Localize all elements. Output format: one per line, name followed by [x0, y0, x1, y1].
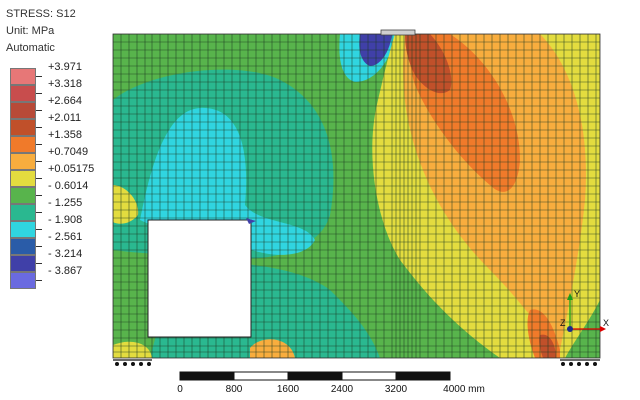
scale-bar-label: 4000 mm	[443, 384, 485, 395]
legend-tick	[36, 263, 42, 264]
support-roller	[131, 362, 135, 366]
support-roller	[593, 362, 597, 366]
legend-tick	[36, 195, 42, 196]
support-roller	[569, 362, 573, 366]
y-axis-label: Y	[574, 289, 580, 299]
legend-swatch	[10, 204, 36, 221]
legend-label: +0.05175	[48, 163, 95, 175]
legend-label: +3.971	[48, 61, 82, 73]
legend-swatch	[10, 255, 36, 272]
legend-label: +1.358	[48, 129, 82, 141]
scale-bar-label: 1600	[276, 384, 300, 395]
legend-tick	[36, 110, 42, 111]
legend-label: +2.664	[48, 95, 82, 107]
legend-label: - 1.908	[48, 214, 83, 226]
support-roller	[123, 362, 127, 366]
band-yellow-left	[113, 185, 139, 224]
legend-swatch	[10, 238, 36, 255]
load-plate	[380, 29, 416, 36]
legend-level: +3.971	[10, 61, 140, 85]
legend-level: - 2.561	[10, 231, 140, 255]
legend-swatch	[10, 68, 36, 85]
y-axis-head	[567, 293, 573, 300]
legend-tick	[36, 280, 42, 281]
legend-level: - 1.255	[10, 197, 140, 221]
opening-void	[147, 219, 252, 338]
legend-level: +2.011	[10, 112, 140, 136]
legend-label: - 2.561	[48, 231, 83, 243]
support-roller	[147, 362, 151, 366]
legend-level: +2.664	[10, 95, 140, 119]
scale-bar-label: 3200	[384, 384, 408, 395]
legend-tick	[36, 76, 42, 77]
legend-swatch	[10, 136, 36, 153]
x-axis-head	[600, 326, 606, 332]
x-axis-label: X	[603, 318, 609, 328]
support-roller	[139, 362, 143, 366]
z-axis-origin	[567, 326, 573, 332]
result-title: STRESS: S12	[6, 8, 76, 20]
legend-tick	[36, 93, 42, 94]
legend-swatch	[10, 170, 36, 187]
legend-tick	[36, 229, 42, 230]
legend-tick	[36, 144, 42, 145]
scale-bar-label: 800	[225, 384, 243, 395]
axes-triad: X Y Z	[560, 289, 609, 332]
supports	[113, 359, 600, 366]
support-roller	[577, 362, 581, 366]
legend-tick	[36, 246, 42, 247]
legend-level: +0.05175	[10, 163, 140, 187]
legend-label: +0.7049	[48, 146, 89, 158]
legend-tick	[36, 212, 42, 213]
legend-level: +0.7049	[10, 146, 140, 170]
legend-level: - 0.6014	[10, 180, 140, 204]
support-roller	[115, 362, 119, 366]
legend-tick	[36, 127, 42, 128]
domain-outline	[112, 33, 601, 359]
legend-swatch	[10, 272, 36, 289]
legend-swatch	[10, 119, 36, 136]
legend-label: - 3.867	[48, 265, 83, 277]
scale-bar-label: 0	[177, 384, 183, 395]
legend-swatch	[10, 85, 36, 102]
legend-label: - 1.255	[48, 197, 83, 209]
support-roller	[585, 362, 589, 366]
z-axis-label: Z	[560, 318, 566, 328]
legend-label: - 0.6014	[48, 180, 89, 192]
legend-level: - 1.908	[10, 214, 140, 238]
legend-tick	[36, 161, 42, 162]
legend-level: - 3.214	[10, 248, 140, 272]
legend-label: +2.011	[48, 112, 82, 124]
legend-tick	[36, 178, 42, 179]
legend-swatch	[10, 102, 36, 119]
support-roller	[561, 362, 565, 366]
legend-swatch	[10, 187, 36, 204]
stress-marker	[246, 218, 256, 224]
legend-swatch	[10, 221, 36, 238]
legend-level: +1.358	[10, 129, 140, 153]
contour-bands	[113, 34, 600, 358]
legend-label: +3.318	[48, 78, 82, 90]
legend-label: - 3.214	[48, 248, 83, 260]
legend-swatch	[10, 153, 36, 170]
legend-level: - 3.867	[10, 265, 140, 289]
band-orange-bottom-left	[250, 339, 295, 358]
legend-mode[interactable]: Automatic	[6, 42, 55, 54]
result-unit: Unit: MPa	[6, 25, 55, 37]
scale-bar-label: 2400	[330, 384, 354, 395]
legend-level: +3.318	[10, 78, 140, 102]
